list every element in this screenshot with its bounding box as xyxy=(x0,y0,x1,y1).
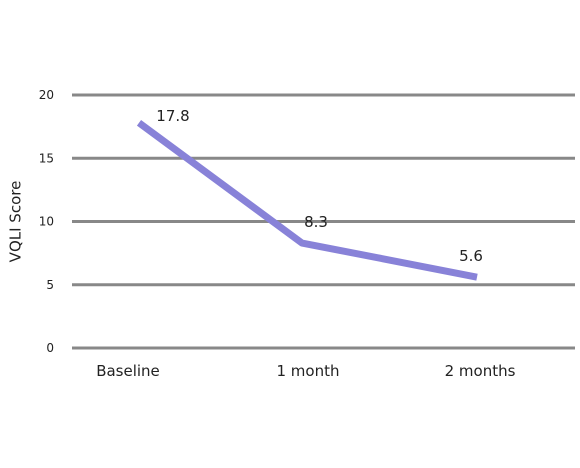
x-category-labels: Baseline 1 month 2 months xyxy=(96,362,515,380)
y-tick-label: 5 xyxy=(46,278,54,292)
data-labels: 17.8 8.3 5.6 xyxy=(156,107,483,265)
series-line xyxy=(136,120,478,281)
y-tick-label: 15 xyxy=(39,151,54,165)
y-axis-title: VQLI Score xyxy=(7,181,25,263)
x-tick-label: 1 month xyxy=(277,362,340,380)
series-lines xyxy=(136,120,478,281)
data-label: 5.6 xyxy=(459,247,483,265)
x-tick-label: 2 months xyxy=(445,362,516,380)
y-tick-label: 0 xyxy=(46,341,54,355)
y-tick-labels: 0 5 10 15 20 xyxy=(39,88,54,355)
x-tick-label: Baseline xyxy=(96,362,160,380)
y-tick-label: 10 xyxy=(39,215,54,229)
gridlines xyxy=(72,93,575,350)
data-label: 17.8 xyxy=(156,107,189,125)
y-tick-label: 20 xyxy=(39,88,54,102)
data-label: 8.3 xyxy=(304,213,328,231)
